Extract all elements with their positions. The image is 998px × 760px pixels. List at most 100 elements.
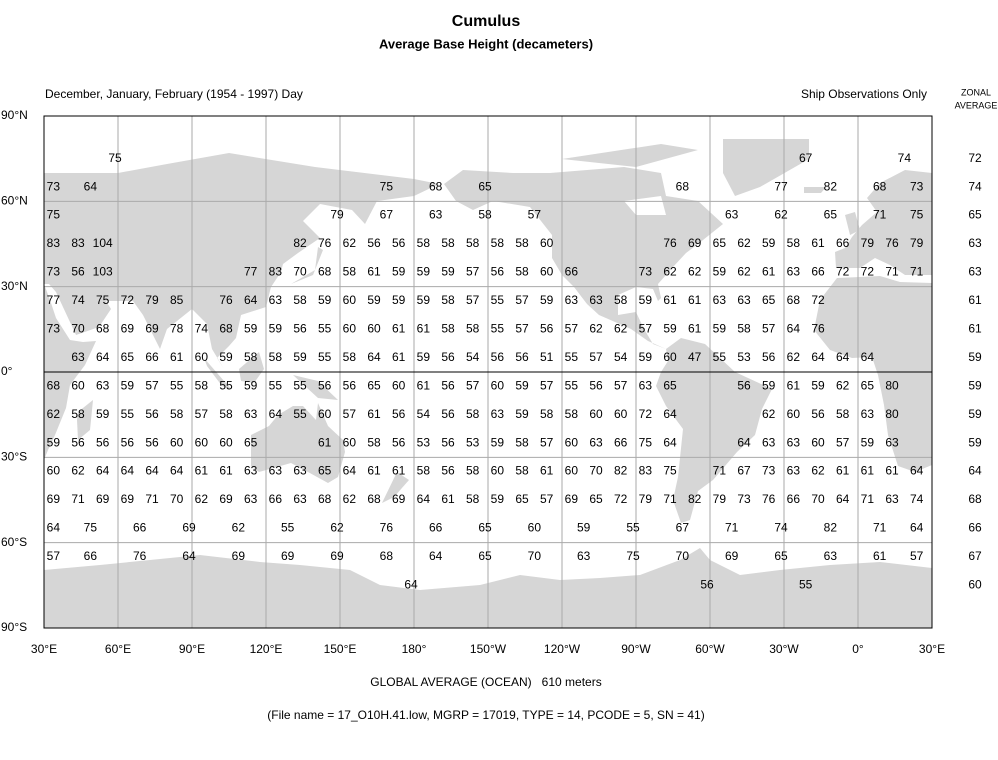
cell-value: 64 bbox=[96, 350, 110, 364]
cell-value: 57 bbox=[639, 322, 653, 336]
cell-value: 56 bbox=[392, 407, 406, 421]
cell-value: 58 bbox=[343, 350, 357, 364]
cell-value: 69 bbox=[121, 492, 135, 506]
cell-value: 62 bbox=[836, 378, 850, 392]
cell-value: 68 bbox=[429, 179, 443, 193]
cell-value: 55 bbox=[281, 521, 295, 535]
cell-value: 75 bbox=[663, 464, 677, 478]
cell-value: 70 bbox=[811, 492, 825, 506]
cell-value: 59 bbox=[121, 378, 135, 392]
cell-value: 60 bbox=[367, 322, 381, 336]
cell-value: 61 bbox=[688, 293, 702, 307]
cell-value: 56 bbox=[318, 378, 332, 392]
cell-value: 57 bbox=[466, 293, 480, 307]
cell-value: 56 bbox=[589, 378, 603, 392]
cell-value: 63 bbox=[577, 549, 591, 563]
cell-value: 55 bbox=[170, 378, 184, 392]
cell-value: 60 bbox=[614, 407, 628, 421]
cell-value: 85 bbox=[170, 293, 184, 307]
cell-value: 55 bbox=[318, 322, 332, 336]
note: Ship Observations Only bbox=[801, 87, 927, 101]
zonal-average: 72 bbox=[968, 151, 982, 165]
cell-value: 59 bbox=[515, 407, 529, 421]
cell-value: 72 bbox=[121, 293, 135, 307]
cell-value: 75 bbox=[380, 179, 394, 193]
cell-value: 82 bbox=[824, 521, 838, 535]
cell-value: 72 bbox=[811, 293, 825, 307]
cell-value: 69 bbox=[565, 492, 579, 506]
cell-value: 63 bbox=[269, 464, 283, 478]
cell-value: 59 bbox=[713, 322, 727, 336]
cell-value: 62 bbox=[330, 521, 344, 535]
cell-value: 55 bbox=[491, 293, 505, 307]
cell-value: 60 bbox=[540, 265, 554, 279]
cell-value: 60 bbox=[343, 293, 357, 307]
cell-value: 75 bbox=[108, 151, 122, 165]
cell-value: 64 bbox=[787, 322, 801, 336]
cell-value: 58 bbox=[417, 464, 431, 478]
cell-value: 57 bbox=[47, 549, 61, 563]
cell-value: 59 bbox=[47, 435, 61, 449]
cell-value: 64 bbox=[47, 521, 61, 535]
subtitle: Average Base Height (decameters) bbox=[379, 36, 593, 51]
cell-value: 82 bbox=[688, 492, 702, 506]
cell-value: 65 bbox=[478, 179, 492, 193]
cell-value: 61 bbox=[441, 492, 455, 506]
cell-value: 74 bbox=[774, 521, 788, 535]
cell-value: 58 bbox=[466, 407, 480, 421]
cell-value: 80 bbox=[885, 378, 899, 392]
cell-value: 58 bbox=[441, 236, 455, 250]
cell-value: 59 bbox=[861, 435, 875, 449]
cell-value: 60 bbox=[47, 464, 61, 478]
cell-value: 53 bbox=[466, 435, 480, 449]
cell-value: 77 bbox=[47, 293, 61, 307]
cell-value: 59 bbox=[663, 322, 677, 336]
cell-value: 55 bbox=[219, 378, 233, 392]
cell-value: 57 bbox=[343, 407, 357, 421]
cell-value: 79 bbox=[910, 236, 924, 250]
iceland bbox=[804, 187, 826, 193]
cell-value: 62 bbox=[762, 407, 776, 421]
zonal-average: 63 bbox=[968, 236, 982, 250]
cell-value: 61 bbox=[392, 322, 406, 336]
cell-value: 56 bbox=[96, 435, 110, 449]
cell-value: 59 bbox=[318, 293, 332, 307]
cell-value: 75 bbox=[96, 293, 110, 307]
cell-value: 59 bbox=[639, 350, 653, 364]
cell-value: 63 bbox=[589, 293, 603, 307]
cell-value: 65 bbox=[318, 464, 332, 478]
zonal-average: 59 bbox=[968, 407, 982, 421]
cell-value: 54 bbox=[466, 350, 480, 364]
cell-value: 65 bbox=[774, 549, 788, 563]
cell-value: 64 bbox=[737, 435, 751, 449]
cell-value: 69 bbox=[96, 492, 110, 506]
cell-value: 65 bbox=[861, 378, 875, 392]
cell-value: 79 bbox=[861, 236, 875, 250]
cell-value: 74 bbox=[71, 293, 85, 307]
cell-value: 63 bbox=[787, 435, 801, 449]
cell-value: 59 bbox=[367, 293, 381, 307]
cell-value: 60 bbox=[195, 435, 209, 449]
cell-value: 76 bbox=[663, 236, 677, 250]
cell-value: 61 bbox=[811, 236, 825, 250]
lon-label: 30°W bbox=[769, 642, 799, 656]
madagascar bbox=[77, 400, 93, 440]
cell-value: 56 bbox=[343, 378, 357, 392]
cell-value: 58 bbox=[269, 350, 283, 364]
cell-value: 67 bbox=[676, 521, 690, 535]
cell-value: 69 bbox=[330, 549, 344, 563]
cell-value: 61 bbox=[195, 464, 209, 478]
cell-value: 66 bbox=[429, 521, 443, 535]
cell-value: 56 bbox=[441, 435, 455, 449]
cell-value: 68 bbox=[676, 179, 690, 193]
cell-value: 68 bbox=[380, 549, 394, 563]
cell-value: 58 bbox=[367, 435, 381, 449]
cell-value: 57 bbox=[589, 350, 603, 364]
cell-value: 68 bbox=[367, 492, 381, 506]
cell-value: 67 bbox=[799, 151, 813, 165]
cell-value: 73 bbox=[737, 492, 751, 506]
zonal-average: 60 bbox=[968, 578, 982, 592]
cell-value: 64 bbox=[145, 464, 159, 478]
cell-value: 58 bbox=[540, 407, 554, 421]
cell-value: 56 bbox=[145, 435, 159, 449]
